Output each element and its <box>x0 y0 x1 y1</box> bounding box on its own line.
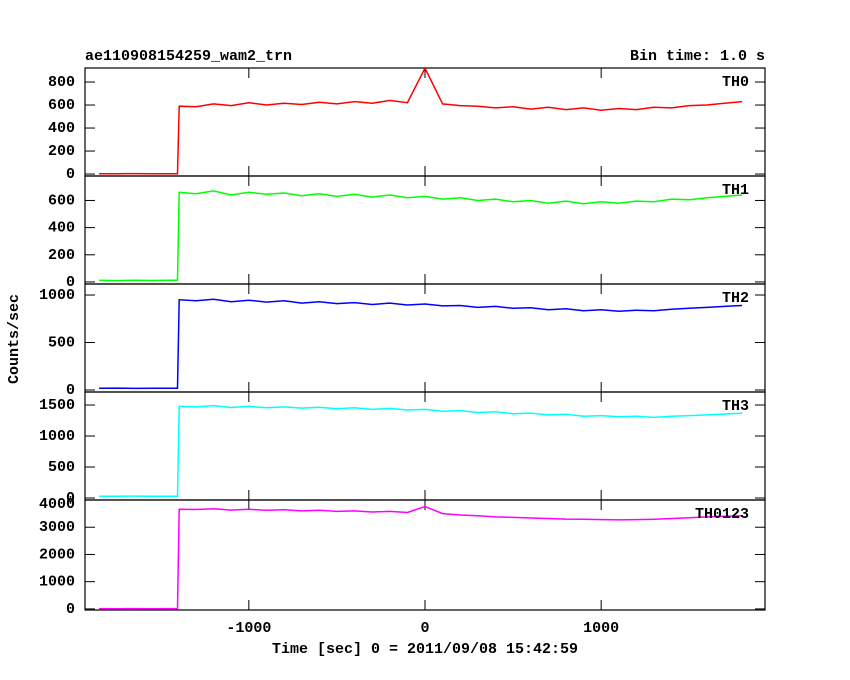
x-tick-label: 1000 <box>583 620 619 637</box>
y-tick-label: 0 <box>66 274 75 291</box>
panel-label: TH0 <box>722 74 749 91</box>
y-tick-label: 0 <box>66 490 75 507</box>
y-tick-label: 0 <box>66 166 75 183</box>
y-tick-label: 500 <box>48 459 75 476</box>
y-tick-label: 400 <box>48 120 75 137</box>
panel-label: TH0123 <box>695 506 749 523</box>
chart-subtitle: Bin time: 1.0 s <box>630 48 765 65</box>
y-tick-label: 1500 <box>39 397 75 414</box>
y-tick-label: 2000 <box>39 546 75 563</box>
panel-label: TH2 <box>722 290 749 307</box>
y-tick-label: 600 <box>48 192 75 209</box>
y-tick-label: 200 <box>48 143 75 160</box>
y-tick-label: 0 <box>66 601 75 618</box>
y-tick-label: 1000 <box>39 574 75 591</box>
y-axis-label: Counts/sec <box>6 294 23 384</box>
panel-label: TH3 <box>722 398 749 415</box>
panel-frame <box>84 391 766 501</box>
panel-frame <box>84 67 766 177</box>
data-line <box>99 66 743 175</box>
y-tick-label: 1000 <box>39 287 75 304</box>
data-line <box>99 505 743 610</box>
y-tick-label: 1000 <box>39 428 75 445</box>
y-tick-label: 800 <box>48 74 75 91</box>
y-tick-label: 500 <box>48 334 75 351</box>
y-tick-label: 200 <box>48 247 75 264</box>
data-line <box>99 404 743 498</box>
data-line <box>99 190 743 282</box>
data-line <box>99 298 743 390</box>
panel-label: TH1 <box>722 182 749 199</box>
x-tick-label: 0 <box>420 620 429 637</box>
y-tick-label: 600 <box>48 97 75 114</box>
y-tick-label: 3000 <box>39 519 75 536</box>
y-tick-label: 400 <box>48 220 75 237</box>
x-axis-label: Time [sec] 0 = 2011/09/08 15:42:59 <box>272 641 578 658</box>
y-tick-label: 4000 <box>39 496 75 513</box>
y-tick-label: 0 <box>66 382 75 399</box>
x-tick-label: -1000 <box>226 620 271 637</box>
chart-title: ae110908154259_wam2_trn <box>85 48 292 65</box>
panel-frame <box>84 499 766 611</box>
